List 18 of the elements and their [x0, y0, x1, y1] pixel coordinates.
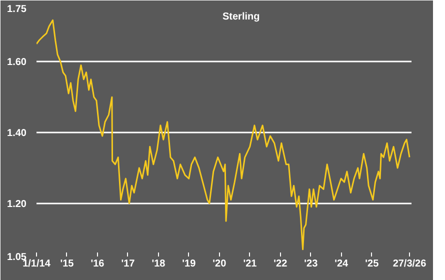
x-tick-label: '20	[212, 258, 227, 270]
x-tick-label: '25	[365, 258, 380, 270]
x-tick-label: '22	[274, 258, 288, 270]
x-tick-label: '21	[243, 258, 258, 270]
x-tick-label: 1/1/14	[22, 258, 51, 270]
x-tick-label: '15	[60, 258, 74, 270]
chart-title: Sterling	[222, 12, 260, 22]
x-tick-label: 27/3/26	[392, 258, 427, 270]
x-tick-label: '17	[121, 258, 136, 270]
y-tick-label: 1.40	[7, 128, 27, 139]
y-tick-label: 1.75	[7, 4, 27, 15]
x-tick-label: '24	[334, 258, 349, 270]
x-tick-label: '23	[304, 258, 318, 270]
x-tick-label: '19	[182, 258, 196, 270]
x-tick-label: '18	[152, 258, 166, 270]
y-tick-label: 1.60	[7, 57, 27, 68]
y-tick-label: 1.20	[7, 198, 27, 210]
x-tick-label: '16	[90, 258, 105, 270]
